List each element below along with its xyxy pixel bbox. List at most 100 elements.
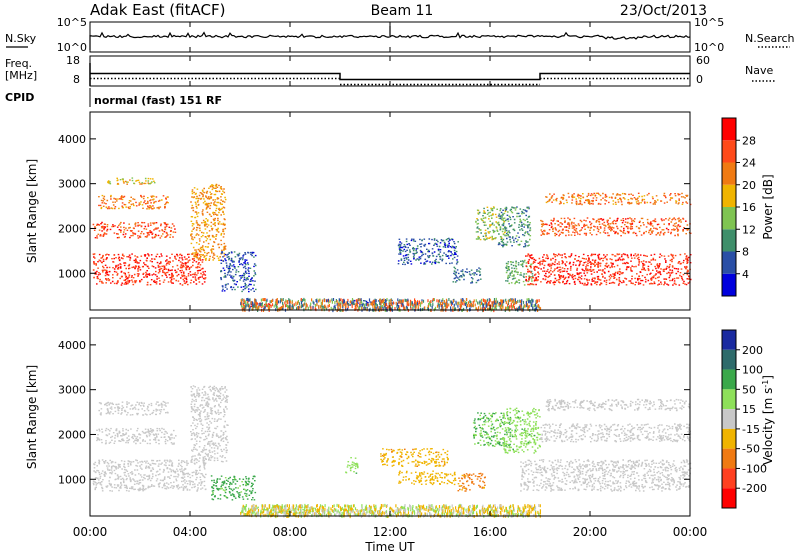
velocity-cells xyxy=(545,398,691,412)
velocity-cells xyxy=(473,412,512,447)
power-region xyxy=(397,237,459,266)
velocity-region xyxy=(92,459,207,492)
nave-tick-bottom: 0 xyxy=(696,73,703,86)
velocity-speckle-cells xyxy=(242,504,540,519)
noise-right-tick-bottom: 10^0 xyxy=(694,41,724,54)
time-tick-label: 00:00 xyxy=(673,525,708,539)
velocity-scale-tick-label: 15 xyxy=(742,403,756,416)
power-scale-tick-label: 16 xyxy=(742,201,756,214)
time-tick-label: 08:00 xyxy=(273,525,308,539)
power-region xyxy=(190,183,227,261)
power-ytick-label: 1000 xyxy=(58,267,86,280)
velocity-scale-swatch xyxy=(722,389,736,410)
power-cells xyxy=(220,251,257,293)
velocity-cells xyxy=(398,470,457,486)
velocity-scale-swatch xyxy=(722,448,736,469)
power-cells xyxy=(92,221,177,239)
power-region xyxy=(98,194,169,210)
power-scale-swatch xyxy=(722,140,736,163)
velocity-cells xyxy=(503,410,536,450)
power-cells xyxy=(107,177,155,185)
time-axis: 00:00 04:00 08:00 12:00 16:00 20:00 00:00 xyxy=(73,22,708,539)
velocity-region xyxy=(398,470,457,486)
freq-label: Freq. xyxy=(5,57,32,70)
noise-panel: 10^5 10^0 10^5 10^0 N.Sky N.Search xyxy=(5,16,795,54)
velocity-cells xyxy=(92,459,207,492)
freq-unit-label: [MHz] xyxy=(5,69,37,82)
velocity-scale-tick-label: 200 xyxy=(742,344,763,357)
power-cells xyxy=(505,260,534,284)
velocity-scale-swatch xyxy=(722,428,736,449)
power-cells xyxy=(94,221,176,239)
station-title: Adak East (fitACF) xyxy=(90,1,225,19)
velocity-scale-swatch xyxy=(722,330,736,350)
power-panel: 1000 2000 3000 4000 Slant Range [km] xyxy=(25,111,692,313)
power-cells xyxy=(398,238,459,265)
velocity-region xyxy=(520,459,692,492)
velocity-panel-bg xyxy=(90,318,690,516)
velocity-region xyxy=(252,506,315,515)
power-speckle-cells xyxy=(240,298,540,313)
velocity-cells xyxy=(96,427,177,445)
power-cells xyxy=(475,207,507,240)
power-ytick-label: 3000 xyxy=(58,178,86,191)
cpid-mode-text: normal (fast) 151 RF xyxy=(94,94,222,107)
velocity-cells xyxy=(210,475,257,501)
velocity-region xyxy=(210,475,257,501)
power-speckle-cells xyxy=(240,298,542,313)
velocity-region xyxy=(190,385,229,463)
power-region xyxy=(497,206,532,248)
velocity-scale-tick-label: -50 xyxy=(742,443,760,456)
velocity-region xyxy=(345,457,359,474)
power-cells xyxy=(100,194,169,210)
velocity-ytick-label: 2000 xyxy=(58,428,86,441)
velocity-cells xyxy=(98,400,169,416)
power-scale-swatch xyxy=(722,162,736,185)
power-region xyxy=(452,266,482,284)
velocity-scale-swatch xyxy=(722,349,736,370)
velocity-region xyxy=(472,412,512,447)
velocity-cells xyxy=(355,472,358,474)
velocity-scale-label-end: ] xyxy=(761,375,775,380)
velocity-scale-swatch xyxy=(722,409,736,429)
velocity-range-axis-label: Slant Range [km] xyxy=(25,365,39,469)
noise-right-tick-top: 10^5 xyxy=(694,16,724,29)
power-speckle-cells xyxy=(240,297,538,312)
power-cells xyxy=(98,195,169,210)
velocity-region xyxy=(380,448,449,467)
time-tick-label: 00:00 xyxy=(73,525,108,539)
power-scale-swatch xyxy=(722,207,736,230)
power-cells xyxy=(98,194,168,210)
velocity-ytick-label: 4000 xyxy=(58,339,86,352)
velocity-cells xyxy=(457,472,486,492)
power-range-axis-label: Slant Range [km] xyxy=(25,159,39,263)
power-cells xyxy=(497,206,531,248)
power-scale-label: Power [dB] xyxy=(761,174,775,239)
velocity-cells xyxy=(380,448,449,467)
velocity-panel: 1000 2000 3000 4000 Slant Range [km] xyxy=(25,317,692,519)
power-panel-bg xyxy=(90,112,690,310)
power-scale-swatch xyxy=(722,118,736,141)
velocity-ytick-label: 3000 xyxy=(58,384,86,397)
velocity-cells xyxy=(252,506,315,515)
velocity-region xyxy=(457,472,486,492)
velocity-scale-label: Velocity [m s-1] xyxy=(761,375,775,465)
velocity-scale-label-sup: -1 xyxy=(761,380,770,388)
power-region xyxy=(525,253,692,286)
power-scale-swatch xyxy=(722,273,736,296)
power-scale-tick-label: 20 xyxy=(742,179,756,192)
power-speckle-cells xyxy=(240,297,538,313)
power-ytick-label: 2000 xyxy=(58,222,86,235)
power-region xyxy=(107,177,156,185)
power-region xyxy=(545,192,692,206)
power-region xyxy=(92,221,177,239)
power-cells xyxy=(220,251,256,292)
velocity-ytick-label: 1000 xyxy=(58,473,86,486)
power-cells xyxy=(190,184,227,261)
noise-search-label: N.Search xyxy=(745,32,795,45)
date-title: 23/Oct/2013 xyxy=(620,3,707,19)
velocity-cells xyxy=(345,457,359,474)
velocity-color-scale: 200 100 50 15 -15 -50 -100 -200 Velocity [m s-1… xyxy=(721,329,775,509)
power-ytick-label: 4000 xyxy=(58,133,86,146)
nave-trace xyxy=(90,77,690,86)
